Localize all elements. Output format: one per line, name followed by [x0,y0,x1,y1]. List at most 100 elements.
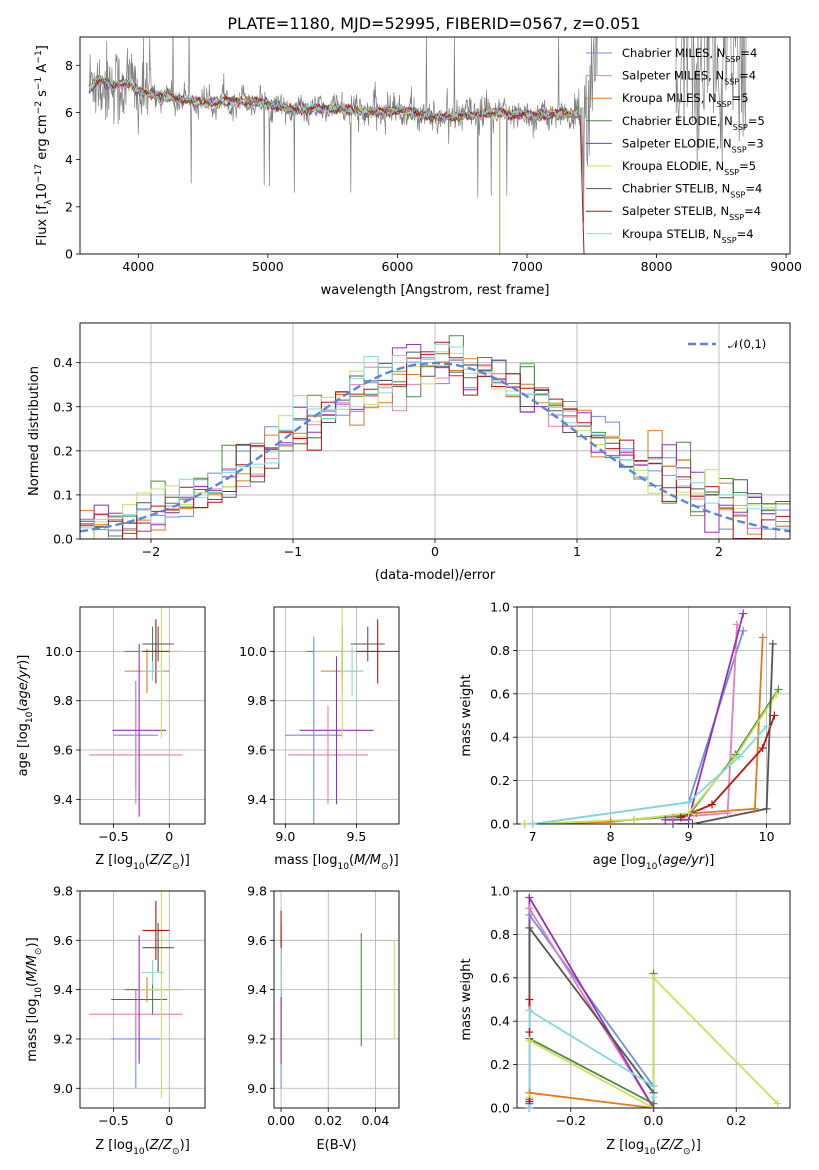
label-part: ( [25,982,40,987]
x-axis-label: wavelength [Angstrom, rest frame] [321,283,550,298]
x-tick-label: −0.2 [556,1113,586,1128]
x-tick-label: 0.04 [361,1113,389,1128]
label-part: M/M [354,853,381,868]
label-part: ( [656,1138,661,1153]
label-part: SSP [724,77,739,86]
mass-weight-line [524,637,764,824]
plot-area [285,607,399,824]
label-part: =5 [748,114,765,128]
legend-label: Salpeter MILES, NSSP=4 [622,69,756,87]
axes-frame [516,606,791,825]
y-tick-label: 0.4 [490,1014,510,1029]
label-part: 10 [646,862,658,872]
y-tick-label: 0.2 [53,443,73,458]
mass-weight-line [532,725,768,824]
label-part: SSP [724,168,739,177]
label-part: SSP [729,213,744,222]
x-axis-label: (data-model)/error [375,568,496,583]
label-part: λ [44,199,54,205]
x-tick-label: 0.00 [267,1113,295,1128]
axes-frame [273,890,400,1109]
x-tick-label: −0.5 [98,1113,128,1128]
label-part: Salpeter ELODIE, N [622,136,732,150]
y-tick-label: 2 [65,199,73,214]
x-tick-label: 0 [165,829,173,844]
figure-title: PLATE=1180, MJD=52995, FIBERID=0567, z=0… [227,14,640,33]
x-tick-label: 10 [759,829,775,844]
plot-area [88,607,184,817]
x-tick-label: −1 [284,544,302,559]
plot-area [88,37,747,254]
mass-weight-line [528,973,655,1106]
label-part: 10 [25,711,35,723]
y-axis-label: mass weight [459,674,474,756]
y-tick-label: 9.6 [247,743,267,758]
label-part: ( [16,706,31,711]
y-tick-label: 6 [65,105,73,120]
x-tick-label: 7 [529,829,537,844]
label-part: s [35,90,50,101]
y-tick-label: 0.2 [490,773,510,788]
normal-curve-line [80,361,790,533]
y-tick-label: 9.0 [53,1081,73,1096]
y-tick-label: 0.0 [490,1101,510,1116]
y-tick-label: 0.0 [53,532,73,547]
x-tick-label: 9000 [770,259,802,274]
mass-weight-line [528,1091,654,1108]
label-part: Chabrier STELIB, N [622,182,730,196]
y-tick-label: 9.8 [53,884,73,899]
label-part: =4 [737,227,754,241]
plot-root: 4000 5000 6000 7000 8000 900002468wavelength … [16,36,802,1157]
label-part: =4 [745,182,762,196]
y-tick-label: 9.8 [247,693,267,708]
label-part: 10 [133,1147,145,1157]
y-tick-label: 9.4 [247,792,267,807]
label-part: Kroupa STELIB, N [622,227,722,241]
x-tick-label: 2 [715,544,723,559]
label-part: )] [25,937,40,947]
x-tick-label: 7000 [511,259,543,274]
label-part: Kroupa ELODIE, N [622,159,724,173]
y-tick-label: 0.3 [53,399,73,414]
x-tick-label: 0 [431,544,439,559]
x-axis-label: Z [log10(Z/Z⊙)] [95,1138,190,1157]
x-tick-label: 0.2 [726,1113,746,1128]
axes-z-vs-mass-weight: −0.2 0.0 0.2 0.0 0.2 0.4 0.6 0.8 1.0 Z [log10(Z/Z… [459,884,791,1157]
x-tick-label: −2 [142,544,160,559]
label-part: =5 [732,91,749,105]
label-part: Z [log [95,853,133,868]
axes-mass-vs-age: 9.0 9.5 9.4 9.6 9.8 10.0 mass [log10(M/M⊙)] [239,606,400,872]
x-tick-label: 8 [607,829,615,844]
x-axis-label: Z [log10(Z/Z⊙)] [606,1138,701,1157]
label-part: Z/Z [149,853,173,868]
label-part: Z [log [606,1138,644,1153]
legend-label: Chabrier MILES, NSSP=4 [622,46,757,64]
y-tick-label: 9.4 [53,792,73,807]
label-part: =5 [739,159,756,173]
label-part: A [35,64,50,77]
plot-area [524,613,780,824]
y-tick-label: 9.2 [247,1031,267,1046]
legend-label: Kroupa MILES, NSSP=5 [622,91,749,109]
label-part: ⊙ [172,1147,180,1157]
axes-frame [273,606,400,825]
label-part: age/yr [663,853,706,868]
x-tick-label: 9.0 [275,829,295,844]
label-part: Chabrier ELODIE, N [622,114,733,128]
y-tick-label: 8 [65,58,73,73]
label-part: Flux [f [35,205,50,246]
label-part: )] [180,1138,190,1153]
y-axis-label: Normed distribution [27,366,42,496]
label-part: age [log [16,723,31,776]
label-part: ⊙ [172,862,180,872]
x-tick-label: 6000 [382,259,414,274]
axes-residual-histogram: −2 −1 0 1 2 0.0 0.1 0.2 0.3 0.4 𝒩(0,1) (data-model)… [27,322,791,583]
label-part: )] [16,655,31,665]
label-part: )] [704,853,714,868]
y-axis-label: mass weight [459,958,474,1040]
x-axis-label: age [log10(age/yr)] [593,853,715,872]
y-tick-label: 0.8 [490,643,510,658]
axes-frame [79,890,206,1109]
